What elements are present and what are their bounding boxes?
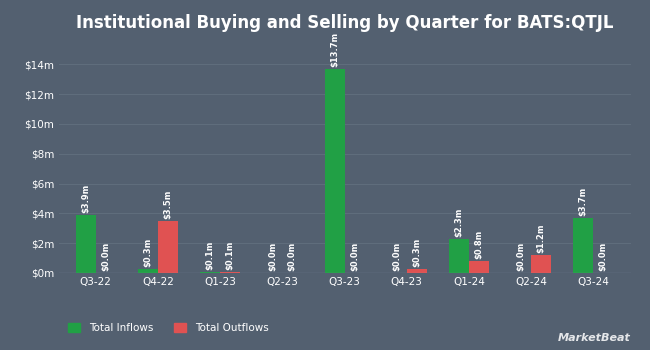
Text: $0.1m: $0.1m (205, 240, 214, 270)
Bar (324, 69, 345, 273)
Text: $1.2m: $1.2m (536, 224, 545, 253)
Text: $0.1m: $0.1m (226, 240, 235, 270)
Bar (449, 239, 469, 273)
Bar (158, 221, 178, 273)
Text: $0.0m: $0.0m (599, 242, 608, 271)
Text: $13.7m: $13.7m (330, 32, 339, 67)
Bar (573, 218, 593, 273)
Text: MarketBeat: MarketBeat (558, 333, 630, 343)
Text: $3.7m: $3.7m (578, 187, 588, 216)
Text: $0.0m: $0.0m (268, 242, 277, 271)
Bar (220, 272, 240, 273)
Text: $2.3m: $2.3m (454, 208, 463, 237)
Text: $0.0m: $0.0m (101, 242, 111, 271)
Legend: Total Inflows, Total Outflows: Total Inflows, Total Outflows (64, 319, 272, 337)
Title: Institutional Buying and Selling by Quarter for BATS:QTJL: Institutional Buying and Selling by Quar… (76, 14, 613, 32)
Bar (138, 268, 158, 273)
Bar (531, 255, 551, 273)
Text: $3.9m: $3.9m (81, 184, 90, 213)
Text: $3.5m: $3.5m (163, 190, 172, 219)
Text: $0.3m: $0.3m (144, 238, 153, 267)
Bar (200, 272, 220, 273)
Text: $0.8m: $0.8m (474, 230, 484, 259)
Text: $0.0m: $0.0m (517, 242, 526, 271)
Text: $0.3m: $0.3m (412, 238, 421, 267)
Bar (76, 215, 96, 273)
Bar (407, 268, 426, 273)
Text: $0.0m: $0.0m (392, 242, 401, 271)
Text: $0.0m: $0.0m (288, 242, 297, 271)
Text: $0.0m: $0.0m (350, 242, 359, 271)
Bar (469, 261, 489, 273)
